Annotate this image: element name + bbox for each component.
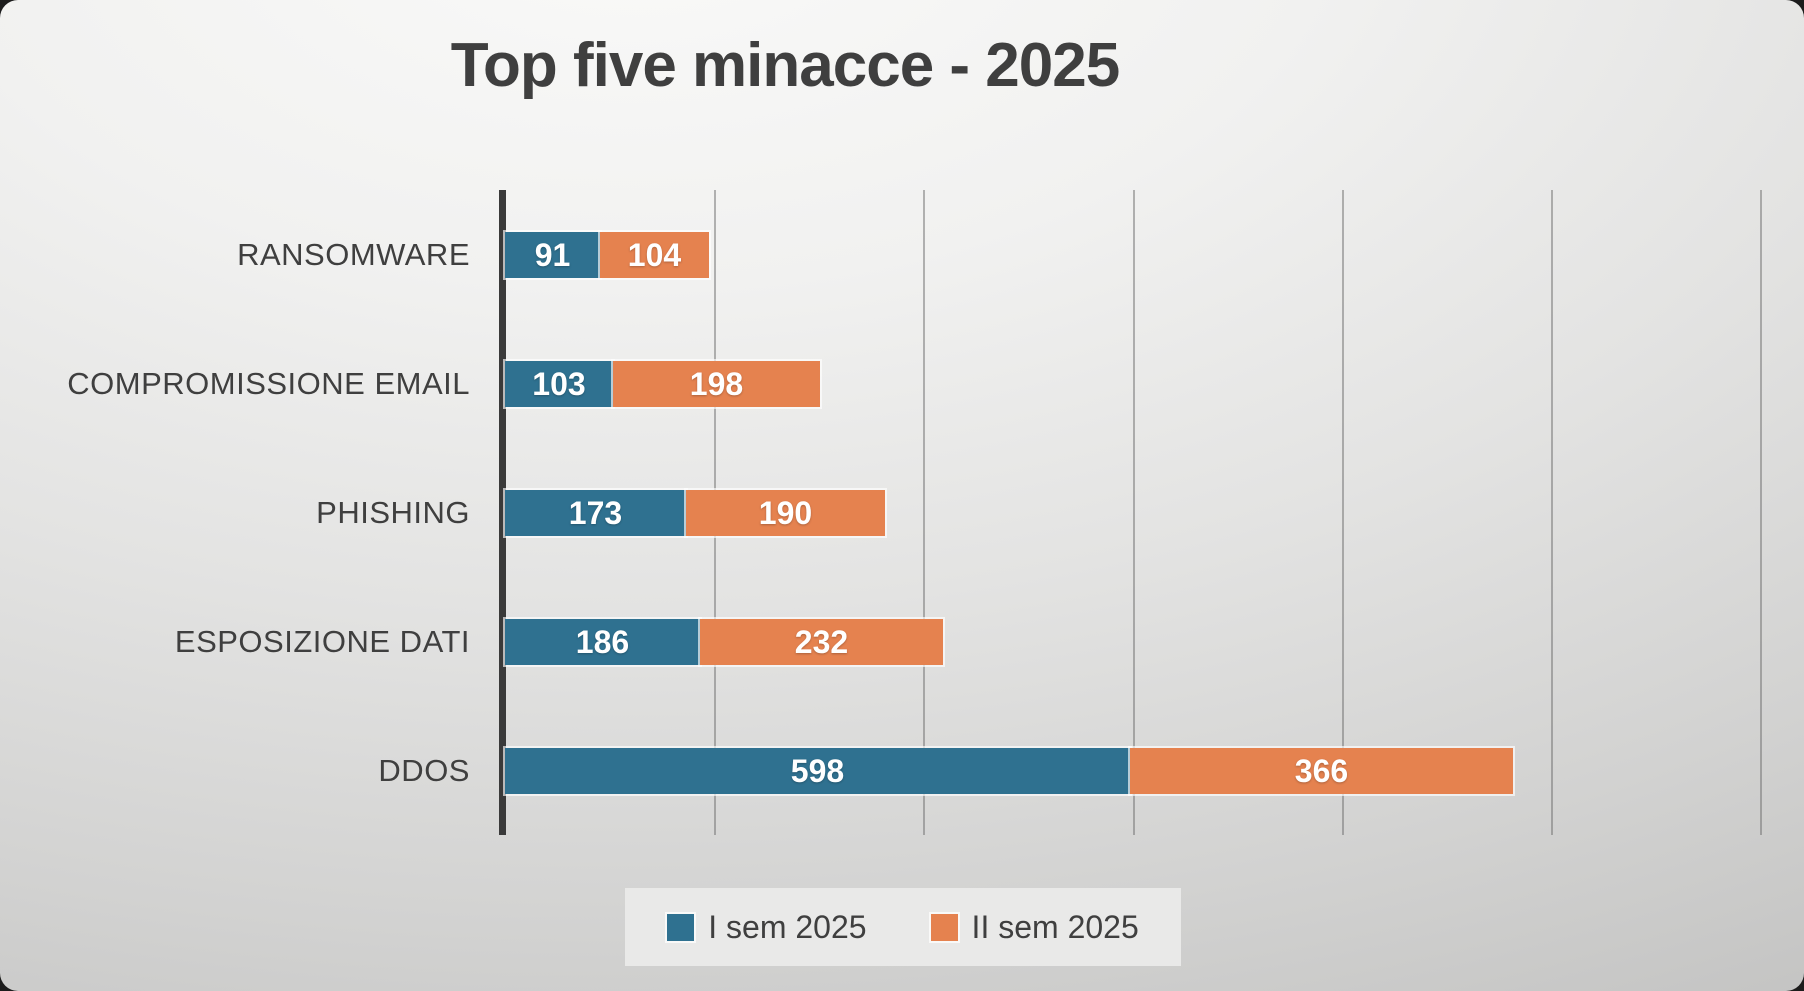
plot-area: 91 104 103 198 173 190 186 232 598 366 (505, 190, 1762, 835)
bar-segment: 366 (1130, 748, 1513, 794)
category-label: COMPROMISSIONE EMAIL (67, 365, 470, 401)
gridline (1133, 190, 1135, 835)
category-label: ESPOSIZIONE DATI (174, 623, 470, 659)
legend-swatch-sem2-icon (930, 913, 958, 941)
bar-segment: 198 (613, 361, 820, 407)
y-axis-line (499, 190, 506, 835)
category-label: DDOS (378, 752, 470, 788)
gridline (1551, 190, 1553, 835)
bar-segment: 173 (505, 490, 686, 536)
bar-segment: 190 (686, 490, 885, 536)
legend-item-sem1: I sem 2025 (667, 908, 867, 946)
legend-item-sem2: II sem 2025 (930, 908, 1139, 946)
bar-segment: 91 (505, 232, 600, 278)
bar-segment: 104 (600, 232, 709, 278)
legend-label-sem1: I sem 2025 (708, 908, 867, 945)
bar-segment: 186 (505, 619, 700, 665)
gridline (923, 190, 925, 835)
bar-segment: 232 (700, 619, 943, 665)
gridline (1760, 190, 1762, 835)
category-axis-labels: RANSOMWARE COMPROMISSIONE EMAIL PHISHING ES… (0, 190, 470, 835)
category-label: RANSOMWARE (237, 236, 470, 272)
chart-title: Top five minacce - 2025 (450, 31, 1120, 100)
gridline (1342, 190, 1344, 835)
legend-label-sem2: II sem 2025 (971, 908, 1139, 945)
bar-segment: 103 (505, 361, 613, 407)
legend: I sem 2025 II sem 2025 (625, 888, 1181, 966)
bar-segment: 598 (505, 748, 1130, 794)
category-label: PHISHING (316, 494, 470, 530)
legend-swatch-sem1-icon (667, 913, 695, 941)
